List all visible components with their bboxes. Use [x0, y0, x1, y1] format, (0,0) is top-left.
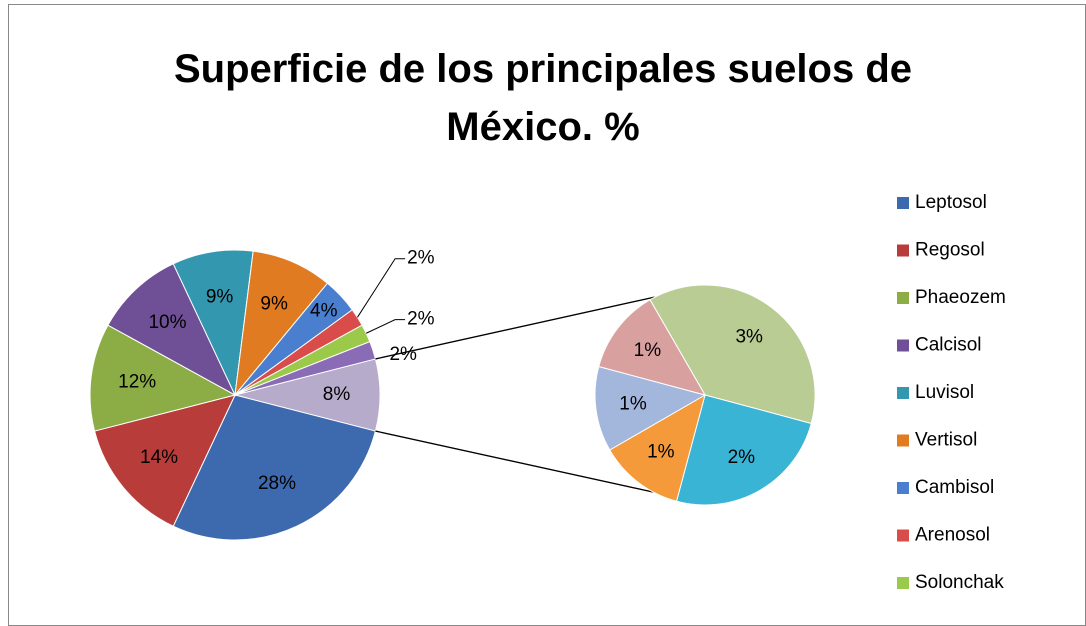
legend-swatch: [897, 244, 909, 257]
pie-slice: [234, 250, 329, 397]
leader-line: [357, 258, 406, 318]
legend-label: Phaeozem: [915, 287, 1006, 308]
data-label: 3%: [735, 326, 763, 347]
data-label: 28%: [258, 473, 296, 494]
legend-label: Leptosol: [915, 192, 987, 213]
legend-swatch: [897, 197, 909, 209]
pie-slice: [598, 299, 707, 396]
legend-label: Arenosol: [915, 525, 990, 546]
legend-swatch: [897, 292, 909, 304]
data-label: 1%: [619, 393, 647, 414]
data-label: 9%: [260, 294, 288, 315]
pie-slice: [172, 394, 377, 541]
legend-swatch: [897, 339, 909, 352]
legend-label: Cambisol: [915, 477, 994, 498]
chart-title: Superficie de los principales suelos de …: [173, 47, 913, 149]
legend-swatch: [897, 529, 909, 542]
pie-slice: [107, 263, 237, 397]
legend-label: Luvisol: [915, 382, 974, 403]
connector-line: [375, 296, 656, 360]
legend-swatch: [897, 577, 909, 589]
data-label: 9%: [206, 287, 234, 308]
data-label: 2%: [407, 248, 435, 269]
legend-swatch: [897, 482, 909, 494]
legend-swatch: [897, 434, 909, 447]
data-label: 14%: [140, 447, 178, 468]
data-label: 10%: [148, 312, 186, 333]
pie-slice: [89, 324, 237, 432]
pie-slice: [594, 365, 707, 451]
data-label: 2%: [728, 447, 756, 468]
data-label: 1%: [647, 442, 675, 463]
pie-slice: [675, 394, 812, 506]
data-label: 1%: [634, 340, 662, 361]
legend-swatch: [897, 387, 909, 399]
connector-line: [375, 430, 654, 493]
data-label: 4%: [310, 301, 338, 322]
pie-slice: [609, 393, 706, 502]
data-label: 8%: [323, 384, 351, 405]
pie-slice: [649, 284, 816, 425]
leader-line: [365, 319, 406, 334]
pie-slice: [93, 394, 236, 527]
legend-label: Vertisol: [915, 430, 977, 451]
legend-label: Solonchak: [915, 572, 1004, 593]
data-label: 12%: [118, 372, 156, 393]
data-label: 2%: [407, 309, 435, 330]
legend-label: Regosol: [915, 240, 985, 261]
data-label: 2%: [389, 344, 417, 365]
legend-label: Calcisol: [915, 335, 982, 356]
pie-slice: [172, 249, 254, 397]
